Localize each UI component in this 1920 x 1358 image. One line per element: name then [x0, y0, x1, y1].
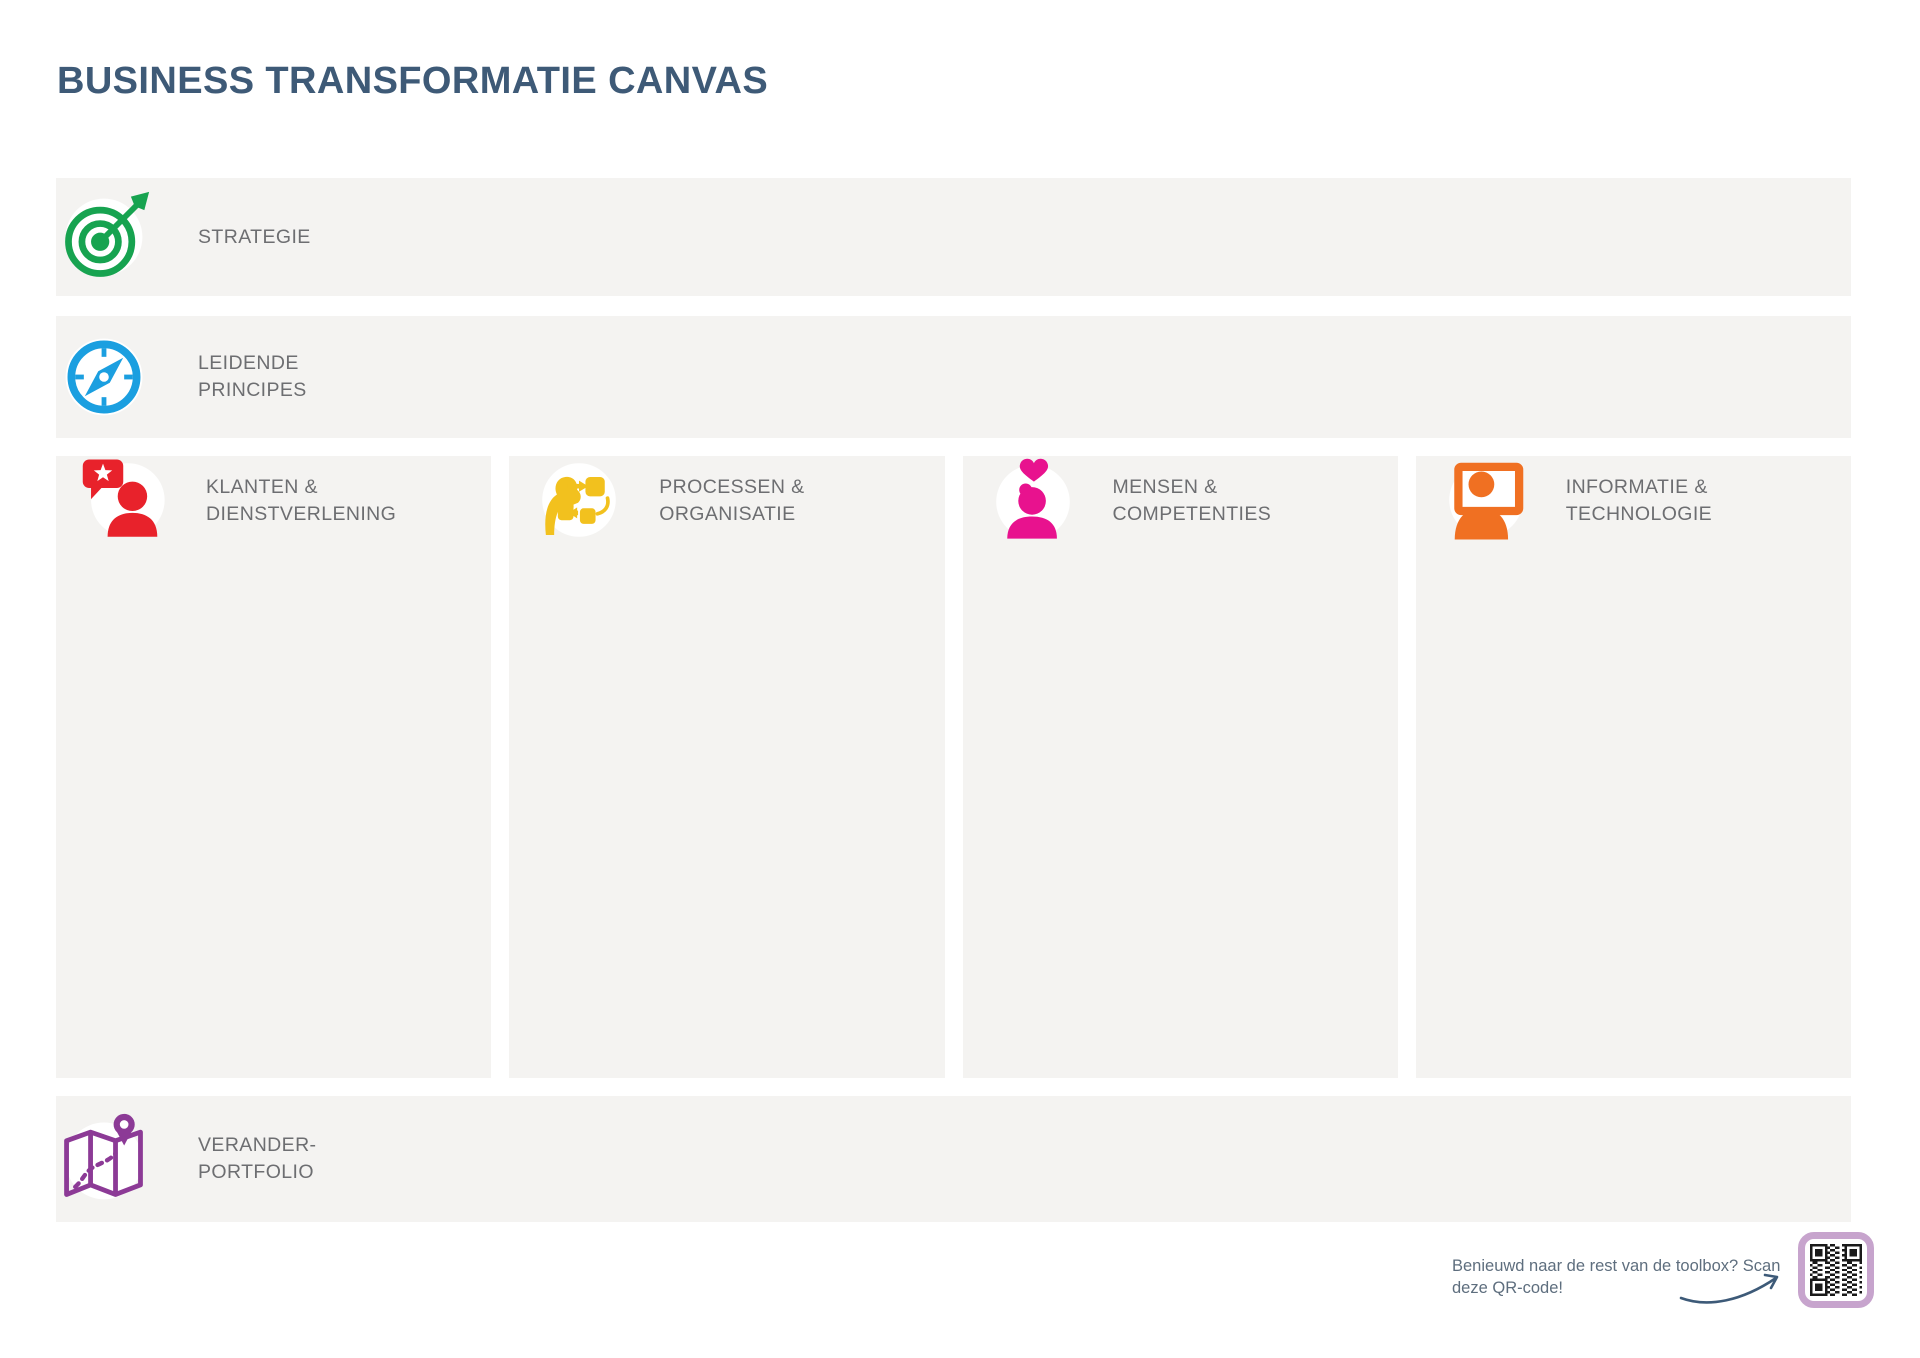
mensen-notes-area: [963, 546, 1398, 1078]
informatie-line2: TECHNOLOGIE: [1565, 503, 1713, 525]
processen-notes-area: [509, 546, 944, 1078]
section-processen-organisatie: PROCESSEN & ORGANISATIE: [509, 456, 945, 1078]
strategie-label-text: STRATEGIE: [198, 225, 311, 248]
section-strategie: STRATEGIE: [56, 178, 1851, 296]
mensen-label: MENSEN & COMPETENTIES: [1113, 474, 1272, 546]
informatie-label: INFORMATIE & TECHNOLOGIE: [1566, 474, 1712, 546]
canvas-columns: KLANTEN & DIENSTVERLENING: [56, 456, 1851, 1078]
section-verander-portfolio: VERANDER- PORTFOLIO: [56, 1096, 1851, 1222]
verander-line2: PORTFOLIO: [198, 1161, 314, 1183]
section-mensen-competenties: MENSEN & COMPETENTIES: [962, 456, 1398, 1078]
informatie-line1: INFORMATIE &: [1565, 476, 1708, 498]
klanten-label: KLANTEN & DIENSTVERLENING: [206, 474, 396, 546]
page-title: BUSINESS TRANSFORMATIE CANVAS: [57, 60, 769, 102]
person-heart-icon: [987, 454, 1079, 546]
mensen-header: MENSEN & COMPETENTIES: [963, 456, 1398, 546]
processen-label: PROCESSEN & ORGANISATIE: [659, 474, 804, 546]
footer-note: Benieuwd naar de rest van de toolbox? Sc…: [1452, 1255, 1797, 1299]
qr-code-pattern: [1810, 1244, 1862, 1296]
processen-header: PROCESSEN & ORGANISATIE: [509, 456, 944, 546]
klanten-header: KLANTEN & DIENSTVERLENING: [56, 456, 491, 546]
process-flow-icon: [533, 454, 625, 546]
customer-review-icon: [80, 454, 172, 546]
mensen-line1: MENSEN &: [1112, 476, 1218, 498]
klanten-line1: KLANTEN &: [206, 476, 318, 498]
klanten-line2: DIENSTVERLENING: [206, 503, 397, 525]
informatie-notes-area: [1416, 546, 1851, 1078]
section-klanten-dienstverlening: KLANTEN & DIENSTVERLENING: [56, 456, 492, 1078]
informatie-header: INFORMATIE & TECHNOLOGIE: [1416, 456, 1851, 546]
target-arrow-icon: [56, 189, 152, 285]
mensen-line2: COMPETENTIES: [1112, 503, 1272, 525]
processen-line2: ORGANISATIE: [659, 503, 796, 525]
leidende-principes-line2: PRINCIPES: [198, 379, 307, 401]
section-informatie-technologie: INFORMATIE & TECHNOLOGIE: [1415, 456, 1851, 1078]
strategie-label: STRATEGIE: [198, 224, 311, 251]
leidende-principes-line1: LEIDENDE: [198, 352, 299, 374]
klanten-notes-area: [56, 546, 491, 1078]
leidende-principes-label: LEIDENDE PRINCIPES: [198, 350, 307, 404]
person-monitor-icon: [1440, 454, 1532, 546]
footer-note-line1: Benieuwd naar de rest van de toolbox? Sc…: [1452, 1257, 1781, 1275]
footer-note-line2: deze QR-code!: [1452, 1279, 1563, 1297]
verander-portfolio-label: VERANDER- PORTFOLIO: [198, 1132, 316, 1186]
map-route-pin-icon: [56, 1111, 152, 1207]
compass-icon: [56, 329, 152, 425]
processen-line1: PROCESSEN &: [659, 476, 805, 498]
qr-code: [1798, 1232, 1874, 1308]
verander-line1: VERANDER-: [198, 1134, 317, 1156]
section-leidende-principes: LEIDENDE PRINCIPES: [56, 316, 1851, 438]
curved-arrow-icon: [1679, 1273, 1779, 1304]
